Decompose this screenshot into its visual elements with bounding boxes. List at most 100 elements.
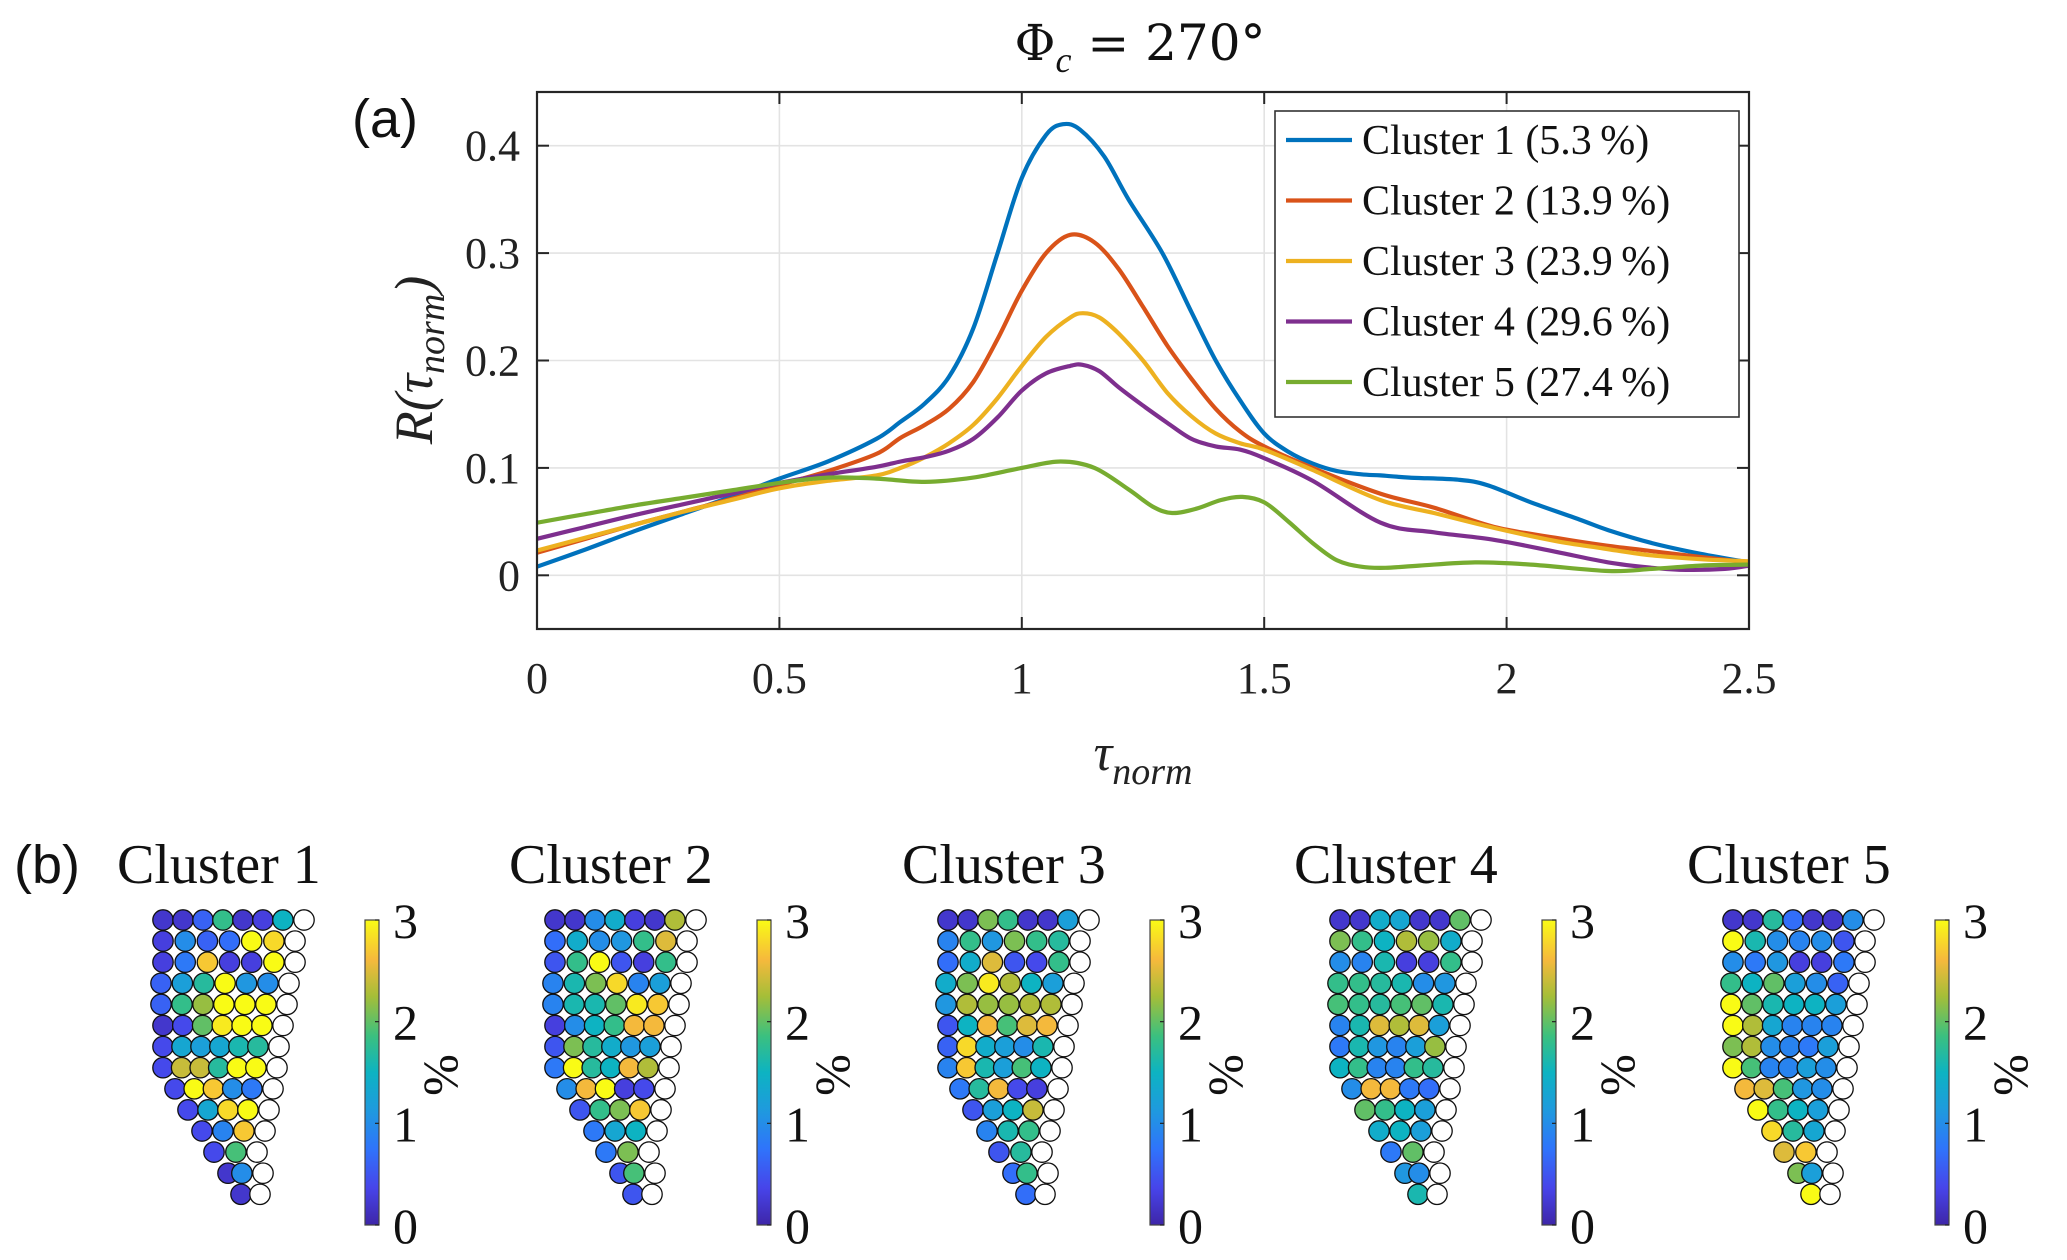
sensor-cell-empty bbox=[1078, 909, 1100, 931]
sensor-cell bbox=[556, 1077, 578, 1100]
sensor-cell bbox=[217, 1099, 239, 1121]
sensor-cell bbox=[1384, 1056, 1407, 1079]
sensor-cell bbox=[1424, 1035, 1446, 1058]
sensor-cell bbox=[994, 1035, 1016, 1058]
sensor-cell bbox=[1003, 951, 1026, 974]
sensor-cell bbox=[649, 972, 671, 995]
colorbar-tick-label: 1 bbox=[785, 1096, 810, 1152]
sensor-cell bbox=[226, 1056, 249, 1079]
sensor-cell bbox=[1003, 930, 1026, 952]
sensor-cell bbox=[609, 1099, 631, 1121]
sensor-cell bbox=[588, 930, 611, 952]
sensor-cell bbox=[955, 1056, 978, 1079]
sensor-cell bbox=[582, 1035, 604, 1058]
x-tick-label: 0 bbox=[526, 654, 548, 703]
sensor-cell bbox=[1011, 1056, 1034, 1079]
sensor-cell-empty bbox=[1431, 1120, 1453, 1142]
sensor-cell bbox=[620, 1035, 642, 1058]
sensor-cell bbox=[1803, 1120, 1825, 1142]
sensor-cell bbox=[1781, 1014, 1804, 1037]
sensor-cell bbox=[937, 930, 959, 952]
sensor-cell bbox=[1374, 1099, 1396, 1121]
sensor-cell bbox=[937, 1035, 959, 1058]
sensor-cell bbox=[1348, 993, 1370, 1016]
sensor-cell bbox=[999, 972, 1021, 995]
sensor-cell bbox=[563, 993, 585, 1016]
sensor-cell bbox=[202, 1077, 225, 1100]
sensor-cell-empty bbox=[676, 951, 698, 974]
sensor-cell bbox=[191, 1014, 214, 1037]
sensor-cell bbox=[1720, 993, 1742, 1016]
sensor-cell bbox=[1327, 972, 1349, 995]
sensor-cell bbox=[1389, 909, 1411, 931]
sensor-cell bbox=[639, 1035, 661, 1058]
cluster-map-title: Cluster 4 bbox=[1294, 834, 1498, 896]
sensor-cell-empty bbox=[644, 1162, 666, 1185]
sensor-cell bbox=[1010, 1141, 1032, 1163]
sensor-cell-empty bbox=[1034, 1183, 1056, 1206]
y-label-tau: τ bbox=[384, 372, 444, 393]
sensor-cell-empty bbox=[1824, 1120, 1846, 1142]
sensor-cell bbox=[618, 1056, 641, 1079]
sensor-cell bbox=[542, 972, 564, 995]
sensor-cell-empty bbox=[664, 1014, 686, 1037]
sensor-cell bbox=[976, 1120, 998, 1142]
sensor-cell bbox=[1417, 930, 1440, 952]
sensor-cell bbox=[1329, 1056, 1351, 1079]
sensor-cell bbox=[192, 972, 215, 995]
sensor-cell-empty bbox=[268, 1035, 290, 1058]
x-tick-label: 2.5 bbox=[1722, 654, 1777, 703]
sensor-cell bbox=[263, 930, 285, 952]
x-tick-label: 0.5 bbox=[752, 654, 807, 703]
sensor-cell bbox=[170, 1056, 193, 1079]
sensor-cell bbox=[957, 909, 979, 931]
sensor-cell-empty bbox=[676, 930, 698, 952]
sensor-cell bbox=[255, 993, 277, 1016]
sensor-cell bbox=[626, 993, 648, 1016]
sensor-cell bbox=[1388, 1014, 1411, 1037]
sensor-cell bbox=[1449, 909, 1471, 931]
sensor-cell bbox=[1800, 1183, 1822, 1206]
sensor-cell bbox=[152, 951, 174, 974]
colorbar-tick-label: 3 bbox=[785, 893, 810, 949]
sensor-cell bbox=[1802, 909, 1824, 931]
colorbar-tick-label: 3 bbox=[1570, 893, 1595, 949]
sensor-cell bbox=[1772, 1077, 1795, 1100]
sensor-cell bbox=[1329, 930, 1351, 952]
sensor-cell bbox=[1032, 1035, 1054, 1058]
sensor-cell bbox=[569, 1099, 591, 1121]
sensor-cell-empty bbox=[1061, 993, 1083, 1016]
sensor-cell bbox=[997, 1120, 1019, 1142]
sensor-cell bbox=[632, 951, 655, 974]
colorbar-tick-label: 0 bbox=[393, 1198, 418, 1254]
sensor-cell bbox=[1782, 909, 1804, 931]
sensor-cell bbox=[1759, 1056, 1782, 1079]
sensor-cell bbox=[981, 951, 1004, 974]
sensor-cell bbox=[637, 1056, 659, 1079]
sensor-cell-empty bbox=[266, 1056, 288, 1079]
sensor-cell bbox=[1417, 951, 1440, 974]
sensor-cell bbox=[231, 1014, 253, 1037]
cluster-map-title: Cluster 1 bbox=[117, 834, 321, 896]
sensor-cell-empty bbox=[258, 1099, 280, 1121]
sensor-cell bbox=[564, 909, 586, 931]
sensor-cell bbox=[1734, 1077, 1756, 1100]
colorbar-unit-label: % bbox=[1197, 1054, 1253, 1096]
y-tick-label: 0.3 bbox=[465, 229, 520, 278]
sensor-cell bbox=[962, 1099, 984, 1121]
sensor-cell bbox=[632, 930, 655, 952]
sensor-cell bbox=[1742, 909, 1764, 931]
figure-title: Φc = 270° bbox=[1014, 14, 1265, 80]
sensor-cell-empty bbox=[293, 909, 315, 931]
sensor-cell bbox=[1019, 993, 1041, 1016]
sensor-cell bbox=[584, 972, 607, 995]
sensor-cell bbox=[956, 1035, 978, 1058]
sensor-cell bbox=[1744, 951, 1767, 974]
sensor-cell bbox=[177, 1099, 199, 1121]
sensor-cell bbox=[1026, 1077, 1048, 1100]
y-label-close: ) bbox=[384, 276, 444, 297]
colorbar-tick-label: 3 bbox=[1963, 893, 1988, 949]
sensor-cell-empty bbox=[650, 1099, 672, 1121]
sensor-cell bbox=[172, 909, 194, 931]
x-tick-label: 1 bbox=[1011, 654, 1033, 703]
